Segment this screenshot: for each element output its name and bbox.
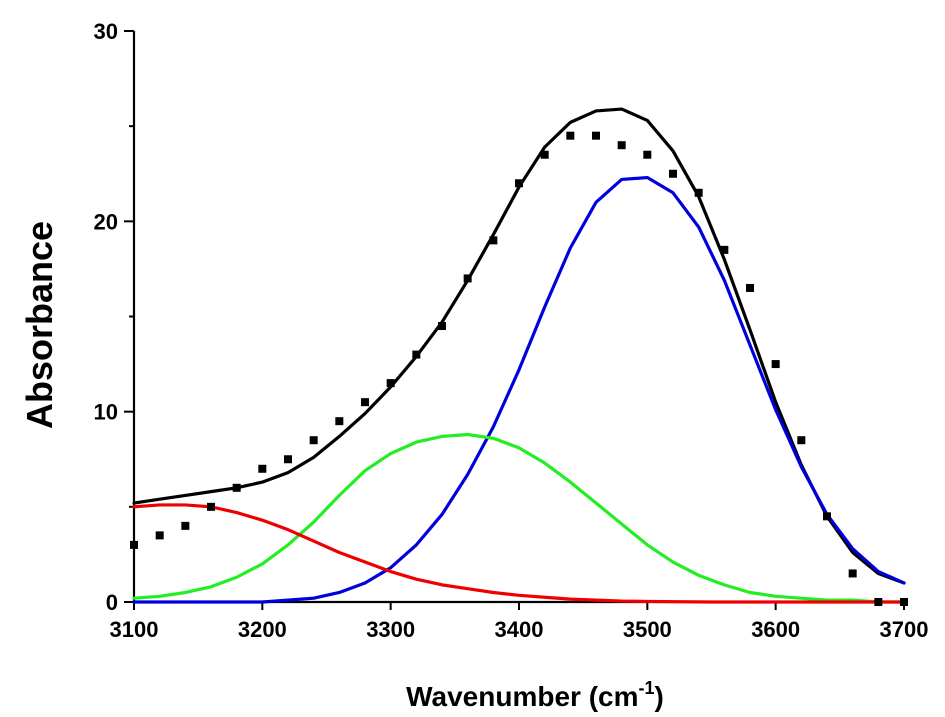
data-points-layer bbox=[130, 131, 908, 606]
data-point-0-8 bbox=[335, 417, 344, 426]
data-point-0-5 bbox=[258, 464, 267, 473]
data-point-0-3 bbox=[207, 502, 215, 511]
series-line-2 bbox=[132, 175, 906, 604]
y-axis-title: Absorbance bbox=[19, 221, 60, 429]
x-tick-label: 3600 bbox=[751, 617, 800, 642]
data-point-0-23 bbox=[720, 245, 729, 254]
data-point-0-14 bbox=[489, 236, 498, 245]
data-point-0-2 bbox=[181, 521, 190, 530]
x-axis-title-main: Wavenumber (cm bbox=[406, 681, 638, 712]
data-point-0-0 bbox=[130, 540, 138, 549]
y-tick-label: 30 bbox=[94, 19, 118, 44]
y-tick-label: 10 bbox=[94, 400, 118, 425]
x-tick-label: 3700 bbox=[880, 617, 929, 642]
data-point-0-15 bbox=[515, 179, 523, 188]
x-tick-label: 3100 bbox=[110, 617, 159, 642]
data-point-0-29 bbox=[874, 598, 883, 606]
x-tick-label: 3300 bbox=[366, 617, 415, 642]
data-point-0-10 bbox=[386, 379, 395, 388]
data-point-0-1 bbox=[155, 531, 164, 540]
tick-labels-layer: 3100 3200 3300 3400 3500 3600 3700 0 10 20 30 bbox=[94, 19, 929, 642]
data-point-0-27 bbox=[823, 512, 831, 521]
data-point-0-25 bbox=[771, 360, 780, 369]
data-point-0-17 bbox=[566, 131, 575, 140]
data-point-0-30 bbox=[900, 598, 908, 606]
data-point-0-19 bbox=[617, 141, 626, 150]
data-point-0-4 bbox=[232, 483, 241, 492]
x-tick-label: 3400 bbox=[495, 617, 544, 642]
data-point-0-21 bbox=[669, 169, 677, 178]
x-axis-title-superscript: -1 bbox=[639, 678, 655, 698]
data-point-0-20 bbox=[643, 150, 652, 159]
data-point-0-13 bbox=[463, 274, 472, 283]
x-tick-label: 3500 bbox=[623, 617, 672, 642]
series-line-3 bbox=[132, 432, 906, 604]
data-point-0-12 bbox=[438, 322, 446, 331]
data-point-0-28 bbox=[848, 569, 857, 578]
data-point-0-6 bbox=[284, 455, 292, 464]
axes bbox=[124, 30, 905, 610]
series-line-4 bbox=[132, 503, 906, 604]
data-point-0-16 bbox=[540, 150, 549, 159]
y-tick-label: 20 bbox=[94, 209, 118, 234]
data-point-0-22 bbox=[694, 188, 703, 197]
y-tick-label: 0 bbox=[106, 590, 118, 615]
x-axis-title-suffix: ) bbox=[655, 681, 664, 712]
x-axis-title: Wavenumber (cm-1) bbox=[406, 678, 664, 712]
data-point-0-18 bbox=[592, 131, 600, 140]
data-point-0-24 bbox=[746, 283, 754, 292]
x-tick-label: 3200 bbox=[238, 617, 287, 642]
data-point-0-11 bbox=[412, 350, 421, 359]
data-point-0-9 bbox=[361, 398, 369, 407]
data-point-0-7 bbox=[309, 436, 318, 445]
data-point-0-26 bbox=[797, 436, 806, 445]
